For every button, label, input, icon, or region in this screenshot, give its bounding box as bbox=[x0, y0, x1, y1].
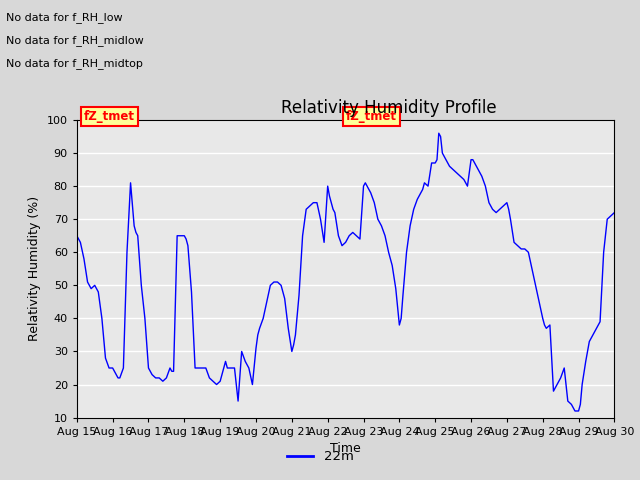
Text: No data for f_RH_low: No data for f_RH_low bbox=[6, 12, 123, 23]
X-axis label: Time: Time bbox=[330, 442, 361, 455]
Text: No data for f_RH_midtop: No data for f_RH_midtop bbox=[6, 58, 143, 69]
Title: Relativity Humidity Profile: Relativity Humidity Profile bbox=[281, 99, 497, 117]
Text: fZ_tmet: fZ_tmet bbox=[84, 110, 135, 123]
Y-axis label: Relativity Humidity (%): Relativity Humidity (%) bbox=[28, 196, 41, 341]
Text: No data for f_RH_midlow: No data for f_RH_midlow bbox=[6, 35, 144, 46]
Legend: 22m: 22m bbox=[282, 445, 358, 468]
Text: fZ_tmet: fZ_tmet bbox=[346, 110, 397, 123]
